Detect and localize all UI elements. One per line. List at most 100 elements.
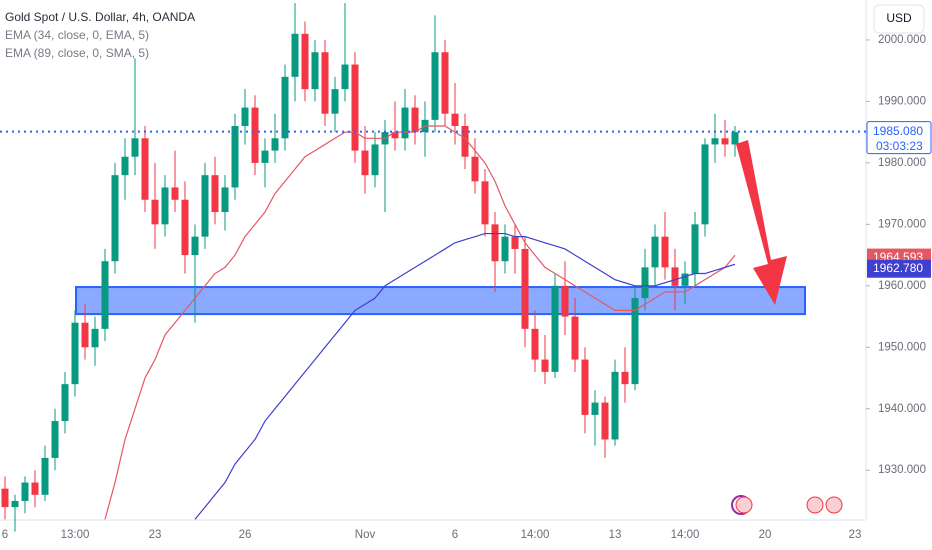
candle-body (191, 236, 199, 256)
candle-body (661, 236, 669, 268)
candle-body (41, 457, 49, 495)
candle-body (101, 261, 109, 329)
x-tick-label: 6 (452, 529, 458, 541)
candle-body (31, 482, 39, 495)
candle-body (621, 371, 629, 385)
candle-body (471, 156, 479, 182)
x-tick-label: Nov (355, 529, 376, 541)
candle-body (681, 273, 689, 286)
candle-body (1, 488, 9, 508)
candle-body (321, 52, 329, 114)
x-tick-label: 23 (149, 529, 162, 541)
candle-body (261, 150, 269, 163)
y-tick-label: 1950.000 (878, 341, 926, 353)
candle-body (141, 138, 149, 200)
candle-body (731, 132, 739, 145)
candle-body (171, 187, 179, 200)
candle-body (581, 359, 589, 415)
x-tick-label: 14:00 (671, 529, 700, 541)
ma-value-box (867, 259, 931, 278)
y-tick-label: 1980.000 (878, 157, 926, 169)
ma-line (194, 232, 736, 520)
legend-ema89: EMA (89, close, 0, SMA, 5) (5, 46, 149, 60)
candle-body (611, 371, 619, 440)
candle-body (111, 175, 119, 262)
candle-body (651, 236, 659, 268)
legend-ema34: EMA (34, close, 0, EMA, 5) (5, 28, 149, 42)
candle-body (231, 126, 239, 188)
candle-body (341, 64, 349, 90)
last-price-label: 1985.080 (873, 124, 923, 138)
down-arrow (736, 140, 787, 305)
candle-body (371, 144, 379, 176)
candle-body (21, 482, 29, 501)
candle-body (61, 384, 69, 422)
currency-button[interactable] (873, 4, 925, 34)
candle-body (631, 298, 639, 385)
candle-body (131, 138, 139, 157)
candle-body (221, 187, 229, 213)
candle-body (601, 402, 609, 440)
y-tick-label: 1990.000 (878, 95, 926, 107)
candle-body (401, 107, 409, 139)
candle-body (411, 107, 419, 133)
y-tick-label: 1970.000 (878, 218, 926, 230)
candle-body (301, 33, 309, 90)
candle-body (251, 107, 259, 163)
x-tick-label: 13 (609, 529, 622, 541)
candle-body (201, 175, 209, 237)
event-icons (731, 495, 843, 515)
candle-body (521, 248, 529, 329)
candle-body (491, 224, 499, 262)
y-tick-label: 2000.000 (878, 34, 926, 46)
x-tick-label: 23 (849, 529, 862, 541)
candle-body (151, 199, 159, 225)
candle-body (81, 322, 89, 348)
candle-body (331, 89, 339, 114)
countdown: 03:03:23 (876, 139, 923, 153)
candle-body (241, 107, 249, 127)
y-tick-label: 1930.000 (878, 464, 926, 476)
y-tick-label: 1940.000 (878, 403, 926, 415)
candle-body (281, 76, 289, 139)
candle-body (311, 52, 319, 90)
x-tick-label: 13:00 (61, 529, 90, 541)
symbol-title: Gold Spot / U.S. Dollar, 4h, OANDA (5, 10, 195, 24)
x-tick-label: 6 (2, 529, 8, 541)
candle-body (451, 113, 459, 127)
currency-label[interactable]: USD (886, 11, 912, 25)
x-tick-label: 26 (239, 529, 252, 541)
candle-body (11, 500, 19, 508)
candle-body (591, 402, 599, 415)
candle-body (701, 144, 709, 225)
candle-body (211, 175, 219, 213)
candle-body (501, 236, 509, 262)
candle-body (531, 328, 539, 360)
candle-body (121, 156, 129, 176)
candle-body (291, 33, 299, 77)
ma-value-label: 1962.780 (873, 261, 923, 275)
candle-body (161, 187, 169, 225)
candle-body (181, 199, 189, 256)
candle-body (551, 285, 559, 372)
candle-body (391, 132, 399, 139)
candle-body (431, 52, 439, 120)
candle-body (641, 267, 649, 299)
candle-body (91, 328, 99, 348)
x-tick-label: 14:00 (521, 529, 550, 541)
candle-body (671, 267, 679, 286)
candle-body (461, 126, 469, 157)
x-tick-label: 20 (759, 529, 772, 541)
candle-body (541, 359, 549, 372)
candle-body (711, 138, 719, 145)
candle-body (271, 138, 279, 151)
plot (1, 3, 806, 532)
candle-body (361, 150, 369, 176)
candle-body (511, 236, 519, 249)
candle-body (441, 52, 449, 114)
candle-body (51, 421, 59, 458)
candle-body (561, 285, 569, 317)
